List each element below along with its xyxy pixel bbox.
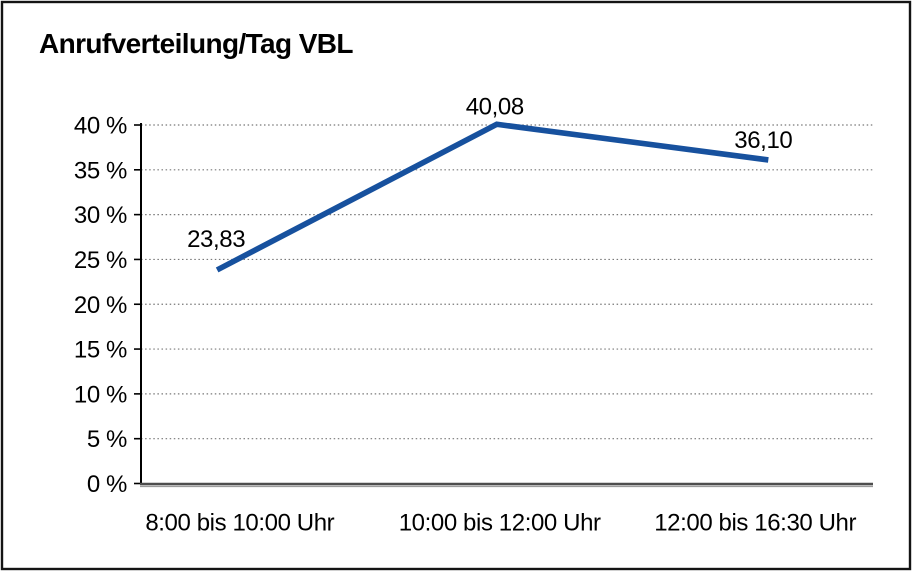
x-axis-label: 10:00 bis 12:00 Uhr <box>399 510 601 537</box>
y-axis-label: 35 % <box>74 157 127 184</box>
y-axis-label: 5 % <box>87 426 127 453</box>
series-line <box>215 121 769 273</box>
y-axis-label: 30 % <box>74 202 127 229</box>
data-point-label: 23,83 <box>187 226 245 253</box>
x-axis-label: 8:00 bis 10:00 Uhr <box>145 510 334 537</box>
y-axis-label: 10 % <box>74 381 127 408</box>
y-axis-label: 20 % <box>74 292 127 319</box>
y-axis-label: 0 % <box>87 471 127 498</box>
chart-title: Anrufverteilung/Tag VBL <box>39 28 354 59</box>
y-axis-label: 15 % <box>74 337 127 364</box>
data-point-label: 40,08 <box>466 93 524 120</box>
data-point-label: 36,10 <box>734 127 792 154</box>
y-axis-label: 40 % <box>74 113 127 140</box>
x-axis-label: 12:00 bis 16:30 Uhr <box>654 510 856 537</box>
y-axis-label: 25 % <box>74 247 127 274</box>
